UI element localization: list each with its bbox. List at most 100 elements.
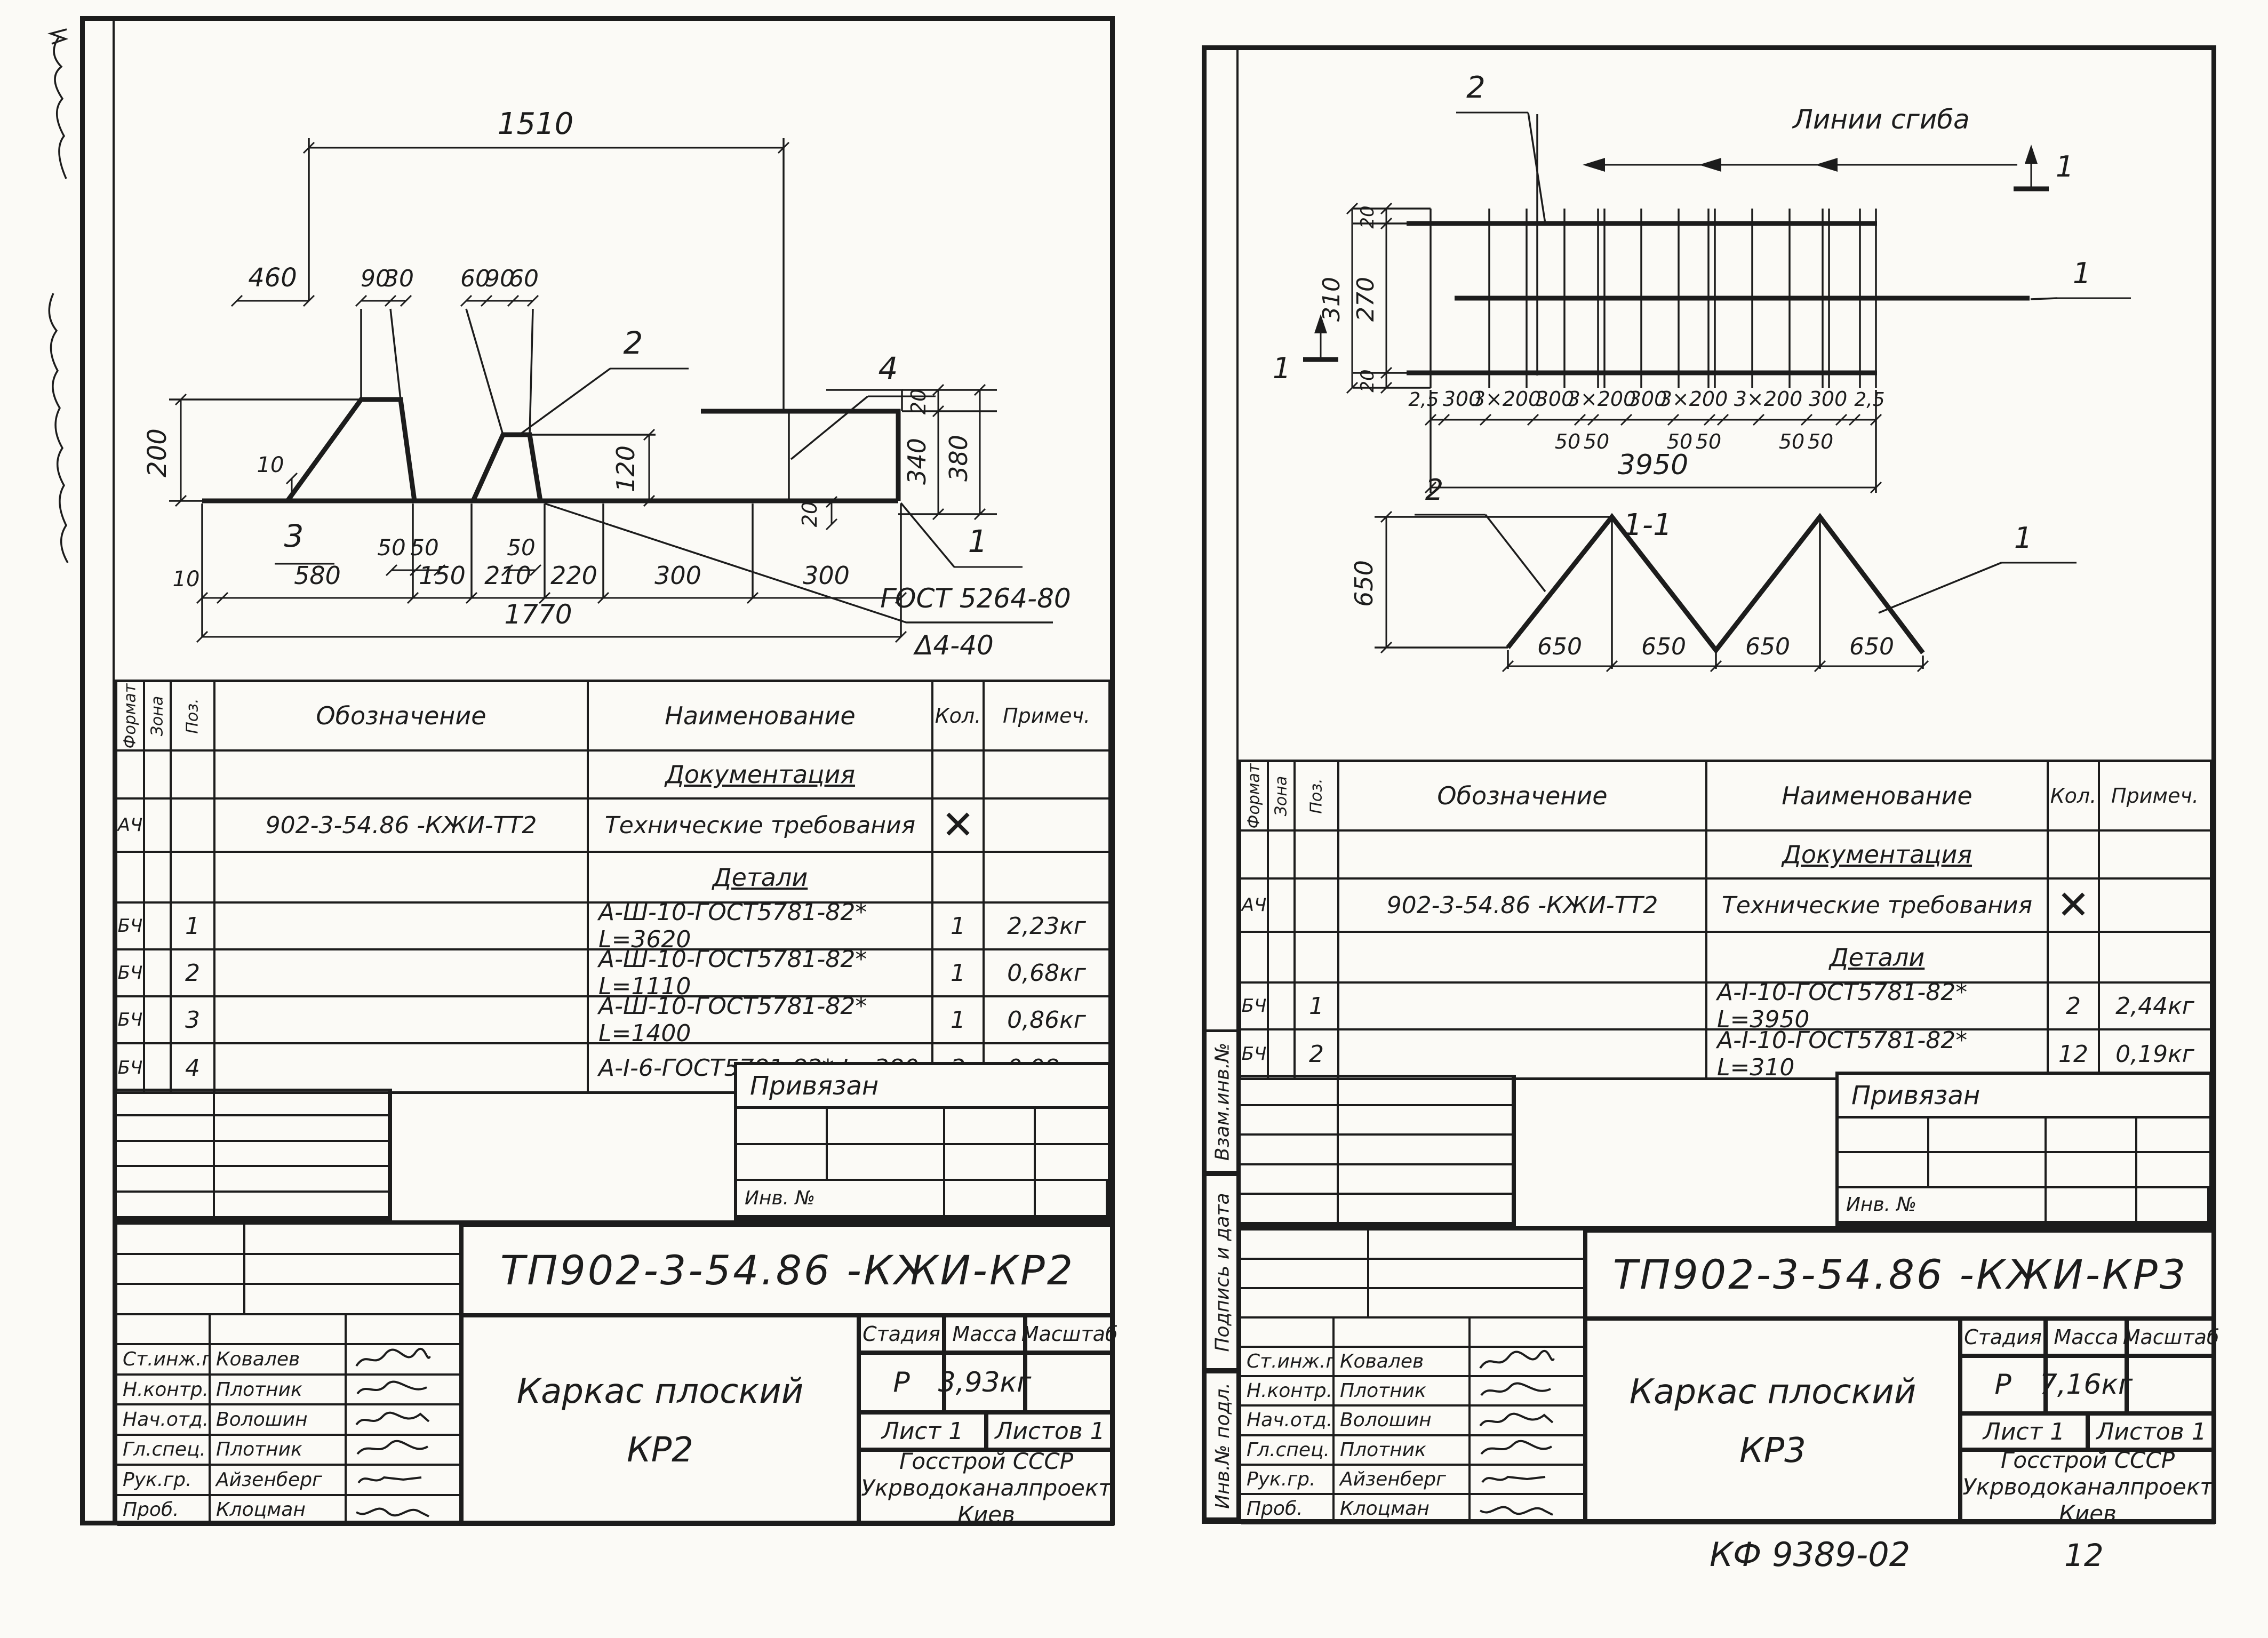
page-number: 12 [2064,1537,2104,1573]
dim-label: 650 [1641,633,1686,660]
sheet-number: Лист 1 [1960,1413,2088,1450]
spec-table: Формат Зона Поз. Обозначение Наименовани… [1239,760,2213,1080]
dim-label: 300 [803,561,850,590]
dim-label: 150 [419,561,466,590]
col-designation: Обозначение [1339,762,1707,829]
spec-table: Формат Зона Поз. Обозначение Наименовани… [115,680,1111,1094]
callout-3: 3 [284,518,304,554]
dim-label: 90 [485,265,515,292]
signature [1479,1412,1554,1427]
privyazan-stamp: Привязан Инв. № [1835,1072,2213,1226]
tt-name: Технические требования [589,800,933,851]
table-row: БЧ 1 А-Ш-10-ГОСТ5781-82* L=3620 1 2,23кг [117,904,1108,950]
dim-label: 650 [1745,633,1790,660]
dim-label: 20 [907,389,930,414]
dim-label: 380 [944,435,973,482]
revision-grid [117,1225,461,1315]
mass-value: 3,93кг [938,1353,1031,1412]
kr2-profile-drawing: 1510 460 90 30 60 90 60 2 4 [142,107,1071,661]
cross-rods [1430,209,1877,388]
section-label: 1-1 [1623,508,1672,542]
dim-label: 2,5 [1854,389,1884,411]
signature [356,1440,429,1455]
dim-label: 20 [1357,369,1378,392]
dim-label: 50 [1555,430,1580,453]
section-mark-1: 1 [2056,150,2074,183]
col-zone: Зона [145,682,172,749]
dim-label: 340 [903,438,931,485]
dim-label: 20 [798,501,821,527]
col-note: Примеч. [1003,704,1090,728]
dim-label: 10 [173,567,200,592]
inv-number-label: Инв. № [737,1181,945,1217]
margin-scribble [47,28,69,563]
col-qty: Кол. [2049,762,2100,829]
col-pos: Поз. [172,682,215,749]
dim-label: 650 [1849,633,1894,660]
sheets-total: Листов 1 [986,1412,1114,1450]
bent-bar-zigzag [1506,513,1925,654]
callout-4: 4 [879,350,898,387]
part-title: Каркас плоский КР3 [1585,1319,1960,1524]
stage-header: Стадия [859,1315,944,1353]
col-name: Наименование [1707,762,2049,829]
col-format: Формат [117,682,145,749]
dim-label: 3×200 [1734,387,1803,411]
signature [355,1347,431,1367]
dim-label: 300 [1628,387,1667,411]
title-block: ТП902-3-54.86 -КЖИ-КР2 Ст.инж.пр.Ковалев… [115,1220,1117,1528]
privyazan-label: Привязан [737,1065,1108,1109]
signature [355,1507,429,1517]
signature [357,1476,422,1484]
inv-number-label: Инв. № [1839,1188,2047,1223]
signature [1481,1476,1546,1483]
dim-label: 50 [1584,430,1609,453]
dim-label: 300 [1809,387,1848,411]
sheet-number: Лист 1 [859,1412,986,1450]
callout-2: 2 [1425,473,1443,507]
dim-label: 3950 [1618,449,1688,481]
roles-grid: Ст.инж.пр.Ковалев Н.контр.Плотник Нач.от… [1241,1319,1585,1524]
dim-label: 650 [1537,633,1582,660]
title-block: ТП902-3-54.86 -КЖИ-КР3 Ст.инж.пр.Ковалев… [1239,1226,2219,1527]
stamp-vzam-inv: Взам.инв.№ [1207,1029,1239,1173]
sheet-margin-column [85,21,115,1521]
end-plate [701,409,901,501]
dim-label: 50 [1696,430,1721,453]
mass-header: Масса [2046,1319,2127,1356]
doc-number: ТП902-3-54.86 -КЖИ-КР2 [461,1225,1114,1315]
dim-label: 20 [1357,205,1378,228]
col-name: Наименование [589,682,933,749]
dim-label: 90 [361,265,390,292]
stamp-podpis-data: Подпись и дата [1207,1173,1239,1371]
signature [1480,1440,1553,1455]
dim-label: 50 [1667,430,1692,453]
scale-value [1025,1353,1114,1412]
callout-1: 1 [2014,521,2032,555]
dim-label: 50 [410,534,438,561]
bar-hump-2 [470,432,543,502]
table-row: БЧ 2 А-Ш-10-ГОСТ5781-82* L=1110 1 0,68кг [117,950,1108,997]
dim-label: 120 [611,445,640,492]
dim-label: 210 [484,561,531,590]
dim-label: 310 [1318,277,1345,322]
dim-label: 270 [1352,277,1379,322]
tt-designation: 902-3-54.86 -КЖИ-ТТ2 [215,800,589,851]
dim-label: 300 [654,561,701,590]
callout-1: 1 [968,523,988,560]
scale-header: Масштаб [1021,1315,1117,1353]
weld-symbol: Δ4-40 [913,630,994,661]
sheet-kr3: Взам.инв.№ Подпись и дата Инв.№ подл. 2 … [1202,45,2219,1527]
doc-number: ТП902-3-54.86 -КЖИ-КР3 [1585,1231,2215,1319]
revision-grid [1241,1231,1585,1319]
signature [1479,1506,1553,1516]
section-documentation: Документация [1782,840,1972,869]
dim-label: 300 [1536,387,1575,411]
table-row: БЧ 1 А-I-10-ГОСТ5781-82* L=3950 2 2,44кг [1241,984,2210,1030]
dim-label: 2,5 [1408,389,1439,411]
stage-header: Стадия [1960,1319,2046,1356]
mass-value: 7,16кг [2040,1356,2133,1413]
organization: Госстрой СССР Укрводоканалпроект Киев [859,1448,1114,1528]
dim-label: 200 [142,428,172,477]
signature [356,1380,427,1395]
